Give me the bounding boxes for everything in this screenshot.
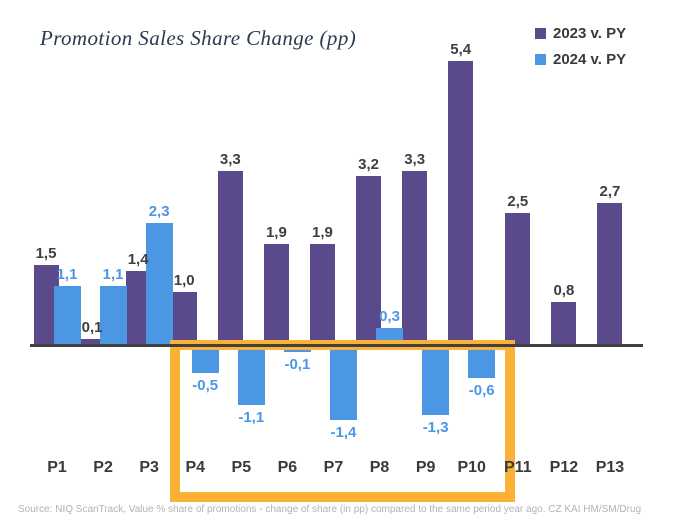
legend-swatch-2024 xyxy=(535,53,546,65)
value-label-2023-P5: 3,3 xyxy=(219,151,241,169)
value-label-2023-P4: 1,0 xyxy=(173,271,195,289)
bar-2024-P2 xyxy=(99,286,127,344)
bar-2023-P2 xyxy=(79,338,105,344)
value-label-2023-P12: 0,8 xyxy=(553,282,575,300)
bar-2024-P5 xyxy=(237,347,265,405)
legend-label-2024: 2024 v. PY xyxy=(553,50,627,68)
x-label-P1: P1 xyxy=(47,459,67,476)
value-label-2023-P1: 1,5 xyxy=(35,245,57,263)
bar-2023-P6 xyxy=(263,244,289,344)
value-label-2024-P10: -0,6 xyxy=(468,382,495,400)
legend: 2023 v. PY 2024 v. PY xyxy=(535,20,626,72)
bar-2024-P4 xyxy=(191,347,219,374)
bar-2023-P7 xyxy=(309,244,335,344)
value-label-2023-P6: 1,9 xyxy=(265,224,287,242)
value-label-2024-P3: 2,3 xyxy=(148,203,170,221)
value-label-2024-P8: 0,3 xyxy=(379,308,400,326)
x-label-P10: P10 xyxy=(457,459,486,476)
bar-2023-P13 xyxy=(597,202,623,344)
value-label-2024-P5: -1,1 xyxy=(238,408,265,426)
bar-2023-P11 xyxy=(505,213,531,344)
value-label-2024-P6: -0,1 xyxy=(284,356,311,374)
bar-2024-P6 xyxy=(283,347,311,353)
x-label-P12: P12 xyxy=(549,459,579,476)
x-label-P6: P6 xyxy=(277,459,298,476)
x-label-P8: P8 xyxy=(369,459,390,476)
x-label-P11: P11 xyxy=(504,459,532,476)
bar-2024-P3 xyxy=(145,223,173,344)
x-label-P7: P7 xyxy=(323,459,344,476)
value-label-2023-P9: 3,3 xyxy=(404,151,426,169)
value-label-2024-P2: 1,1 xyxy=(102,266,124,284)
value-label-2023-P7: 1,9 xyxy=(312,224,333,242)
legend-item-2023: 2023 v. PY xyxy=(535,20,626,46)
value-label-2023-P11: 2,5 xyxy=(507,193,529,210)
x-label-P3: P3 xyxy=(139,459,159,476)
bar-2023-P12 xyxy=(551,302,577,344)
bar-2024-P9 xyxy=(422,347,450,416)
bar-2024-P10 xyxy=(468,347,496,379)
bar-2023-P5 xyxy=(217,171,243,344)
value-label-2024-P9: -1,3 xyxy=(422,419,449,437)
x-label-P9: P9 xyxy=(415,459,436,476)
value-label-2024-P4: -0,5 xyxy=(192,377,219,395)
legend-swatch-2023 xyxy=(535,27,546,39)
value-label-2024-P7: -1,4 xyxy=(330,424,357,442)
bar-2023-P9 xyxy=(402,171,428,344)
bar-2023-P4 xyxy=(171,291,197,344)
value-label-2023-P13: 2,7 xyxy=(599,182,621,200)
source-note: Source: NIQ ScanTrack, Value % share of … xyxy=(18,504,642,515)
x-label-P5: P5 xyxy=(231,459,252,476)
legend-label-2023: 2023 v. PY xyxy=(553,24,627,42)
value-label-2023-P8: 3,2 xyxy=(358,156,379,174)
bar-2024-P7 xyxy=(329,347,357,421)
bar-2024-P1 xyxy=(53,286,81,344)
x-axis-line xyxy=(30,344,643,347)
value-label-2023-P2: 0,1 xyxy=(81,318,103,336)
value-label-2023-P10: 5,4 xyxy=(450,41,472,59)
value-label-2024-P1: 1,1 xyxy=(56,266,78,284)
chart-title: Promotion Sales Share Change (pp) xyxy=(40,26,357,50)
legend-item-2024: 2024 v. PY xyxy=(535,46,626,72)
bar-2024-P8 xyxy=(376,328,404,344)
x-label-P4: P4 xyxy=(185,459,206,476)
bar-2023-P8 xyxy=(356,176,382,344)
x-label-P2: P2 xyxy=(93,459,113,476)
bar-2023-P10 xyxy=(448,61,474,344)
x-label-P13: P13 xyxy=(595,459,625,476)
value-label-2023-P3: 1,4 xyxy=(127,250,149,268)
